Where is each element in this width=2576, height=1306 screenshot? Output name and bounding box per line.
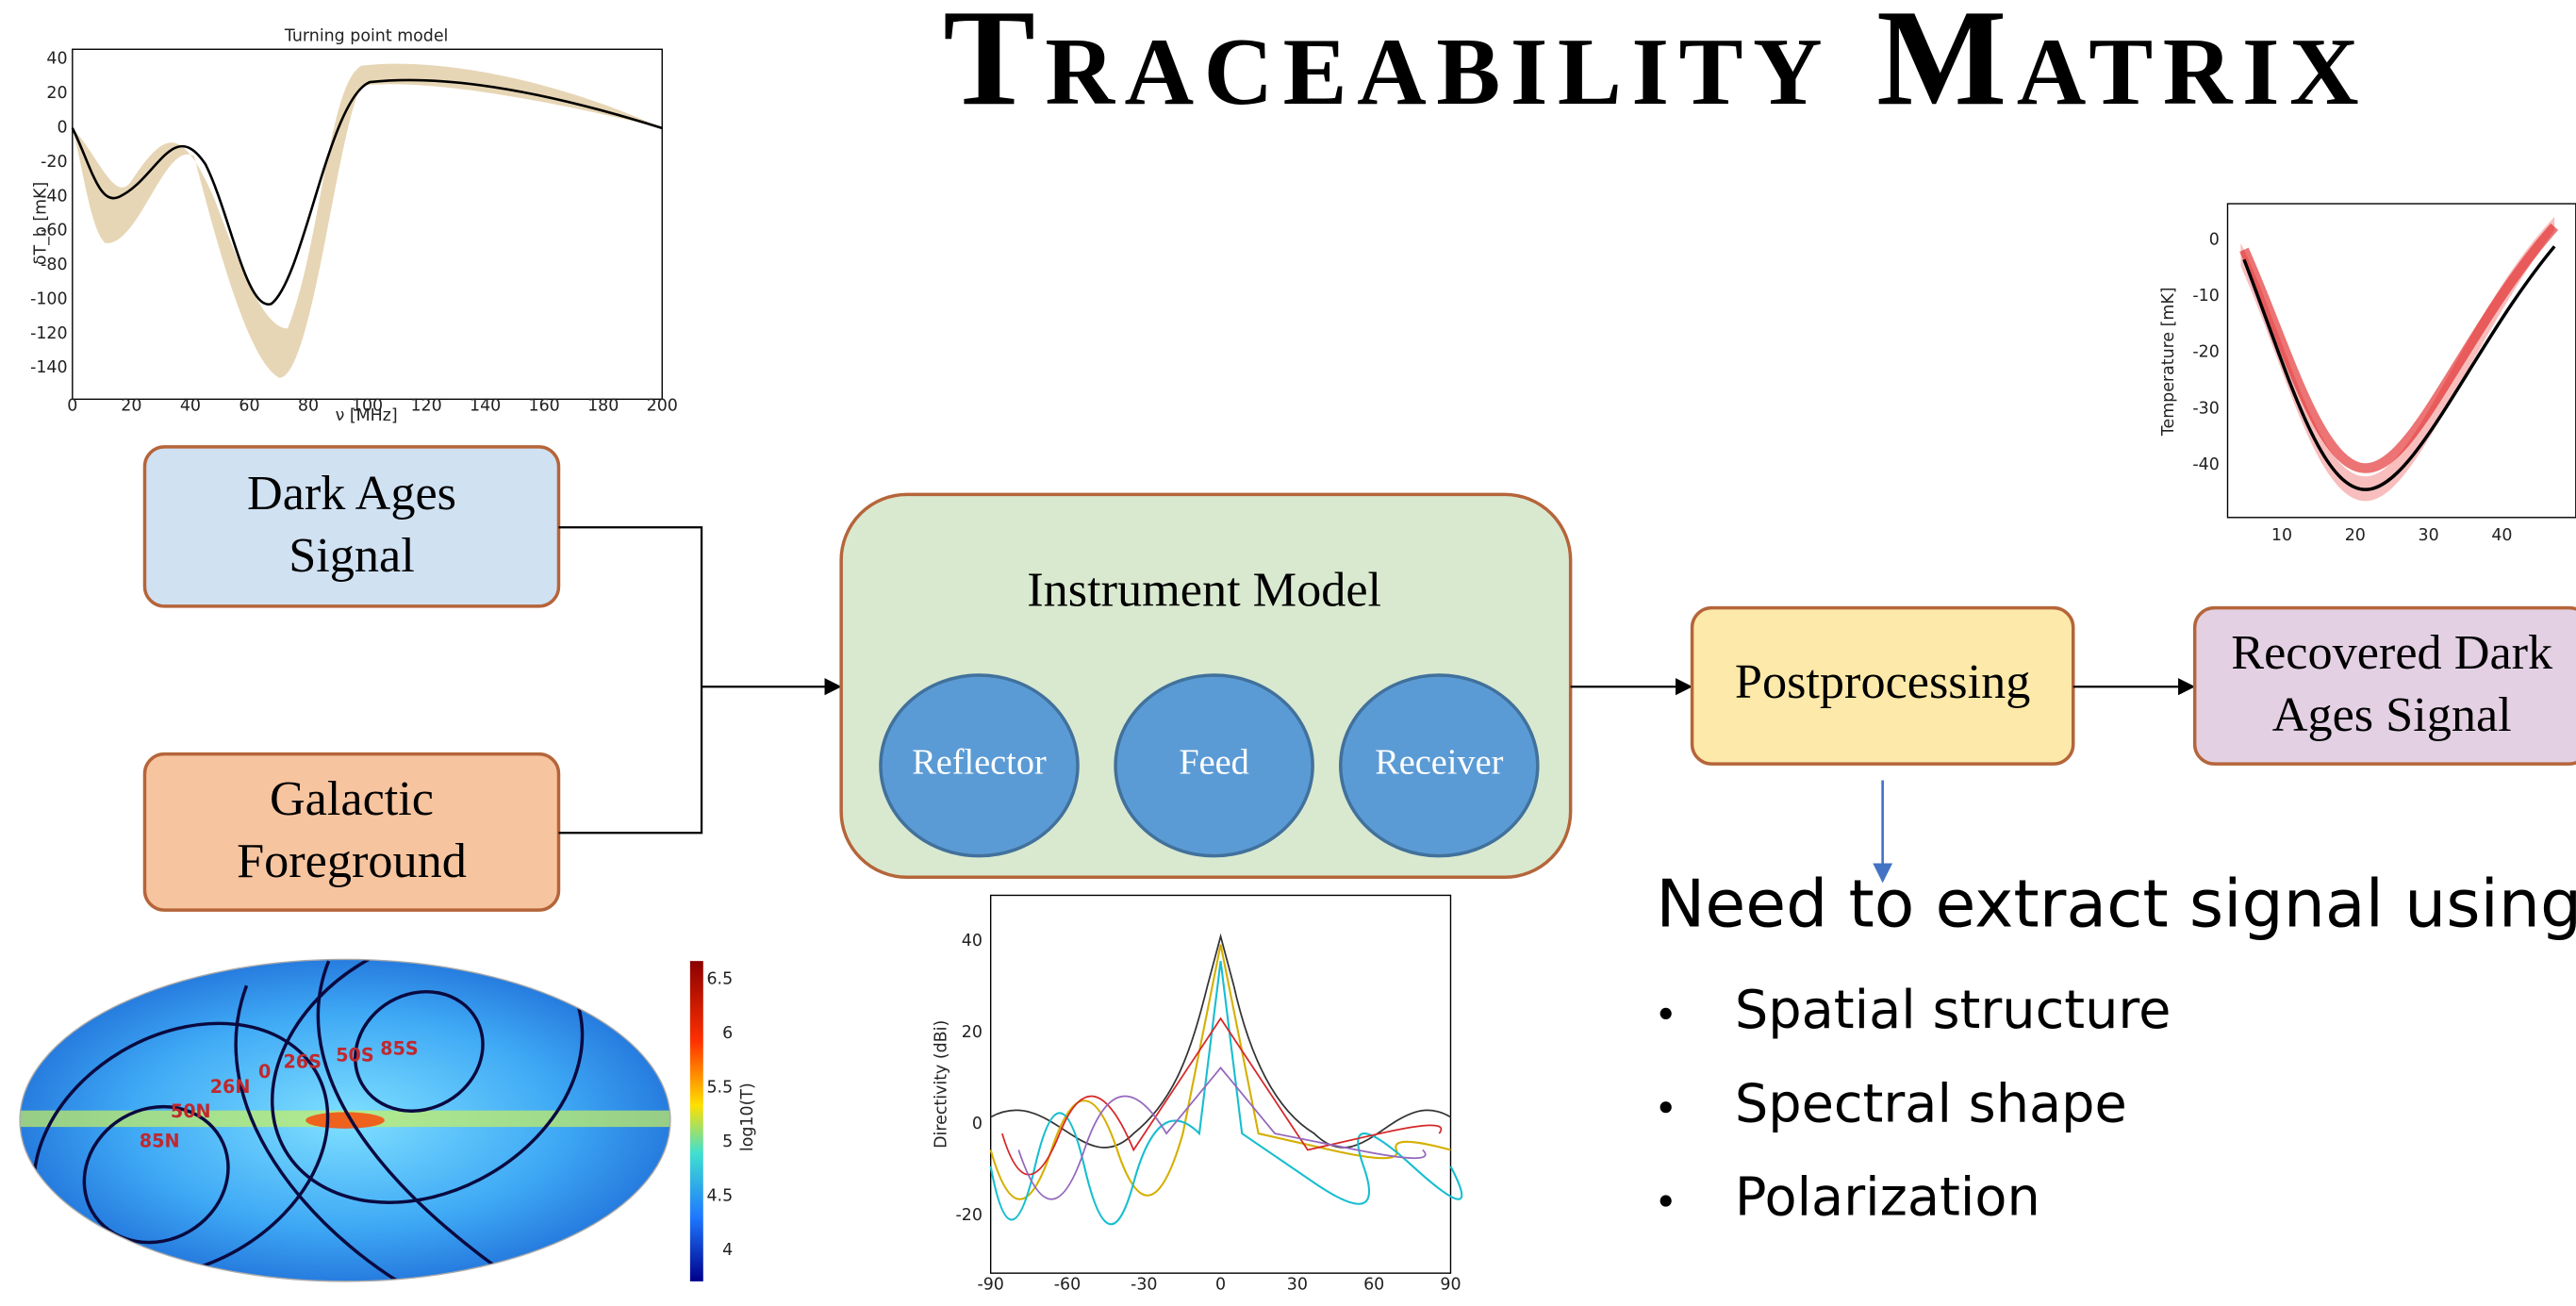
x-tick-label: 60	[239, 396, 259, 415]
output-label: Recovered Dark	[2231, 625, 2553, 680]
x-tick-label: 40	[2491, 526, 2512, 545]
sky-map	[0, 879, 703, 1306]
y-tick-label: 0	[2209, 230, 2220, 249]
x-tick-label: 0	[67, 396, 77, 415]
x-tick-label: 0	[1215, 1275, 1226, 1294]
bullet-text: Spectral shape	[1735, 1073, 2127, 1134]
axis-label: Directivity (dBi)	[932, 1020, 950, 1149]
bullet-text: Spatial structure	[1735, 980, 2171, 1041]
component-label: Receiver	[1375, 743, 1503, 783]
y-tick-label: -80	[41, 256, 67, 274]
directivity-figure	[991, 895, 1462, 1273]
y-tick-label: 5	[722, 1132, 733, 1151]
y-tick-label: 40	[962, 932, 983, 951]
x-tick-label: -60	[1054, 1275, 1081, 1294]
y-tick-label: 5.5	[706, 1078, 733, 1097]
x-tick-label: -90	[977, 1275, 1003, 1294]
input-label: Signal	[289, 528, 415, 583]
axis-label: Temperature [mK]	[2159, 287, 2178, 437]
connector	[558, 527, 702, 833]
x-tick-label: 200	[647, 396, 678, 415]
y-tick-label: -10	[2192, 287, 2219, 306]
map-label: 26S	[283, 1051, 321, 1073]
bullet-dot	[1660, 1008, 1672, 1019]
x-tick-label: 30	[2419, 526, 2439, 545]
bullet-dot	[1660, 1101, 1672, 1113]
x-tick-label: 30	[1287, 1275, 1308, 1294]
y-tick-label: -60	[41, 222, 67, 240]
instrument-title: Instrument Model	[1027, 563, 1381, 618]
y-tick-label: 20	[962, 1023, 983, 1042]
x-tick-label: 120	[410, 396, 441, 415]
x-tick-label: 100	[352, 396, 383, 415]
y-tick-label: 0	[58, 118, 68, 137]
x-tick-label: 180	[587, 396, 619, 415]
map-label: 85N	[140, 1130, 180, 1151]
output-label: Ages Signal	[2272, 687, 2512, 742]
component-label: Feed	[1179, 743, 1248, 783]
temperature-figure	[2228, 204, 2576, 518]
turning-point-figure	[73, 49, 662, 399]
x-tick-label: 20	[121, 396, 141, 415]
slide-title: Traceability Matrix	[943, 0, 2369, 134]
y-tick-label: 0	[972, 1115, 983, 1133]
x-tick-label: 40	[180, 396, 201, 415]
y-tick-label: 6.5	[706, 969, 733, 988]
map-label: 50S	[336, 1045, 373, 1066]
x-tick-label: 10	[2271, 526, 2292, 545]
x-tick-label: -30	[1131, 1275, 1157, 1294]
y-tick-label: -20	[41, 153, 67, 172]
map-label: 85S	[380, 1038, 418, 1060]
x-tick-label: 80	[298, 396, 319, 415]
y-tick-label: -120	[30, 324, 68, 343]
x-tick-label: 60	[1363, 1275, 1384, 1294]
map-label: 0	[258, 1061, 271, 1083]
y-tick-label: 4.5	[706, 1186, 733, 1205]
x-tick-label: 160	[529, 396, 560, 415]
y-tick-label: -100	[30, 289, 68, 308]
slide: Traceability Matrix Dark Ages Signal Gal…	[0, 0, 2576, 1306]
note-heading: Need to extract signal using	[1656, 866, 2576, 942]
input-label: Dark Ages	[247, 466, 456, 521]
map-label: 50N	[171, 1100, 211, 1122]
y-tick-label: -140	[30, 358, 68, 377]
y-tick-label: -40	[41, 187, 67, 206]
input-label: Galactic	[270, 771, 434, 826]
y-tick-label: -30	[2192, 399, 2219, 418]
y-tick-label: -20	[2192, 343, 2219, 362]
x-tick-label: 20	[2345, 526, 2366, 545]
component-label: Reflector	[912, 743, 1047, 783]
map-label: 26N	[210, 1076, 251, 1098]
y-tick-label: 40	[46, 50, 67, 69]
y-tick-label: 4	[722, 1241, 733, 1260]
y-tick-label: -40	[2192, 455, 2219, 474]
figure-title: Turning point model	[284, 26, 448, 45]
bullet-dot	[1660, 1195, 1672, 1206]
x-tick-label: 90	[1440, 1275, 1461, 1294]
bullet-text: Polarization	[1735, 1167, 2040, 1229]
input-label: Foreground	[237, 834, 467, 888]
y-tick-label: -20	[956, 1206, 983, 1225]
colorbar-label: log10(T)	[738, 1083, 757, 1151]
y-tick-label: 6	[722, 1024, 733, 1043]
postprocessing-label: Postprocessing	[1735, 654, 2031, 709]
x-tick-label: 140	[470, 396, 501, 415]
y-tick-label: 20	[46, 84, 67, 103]
